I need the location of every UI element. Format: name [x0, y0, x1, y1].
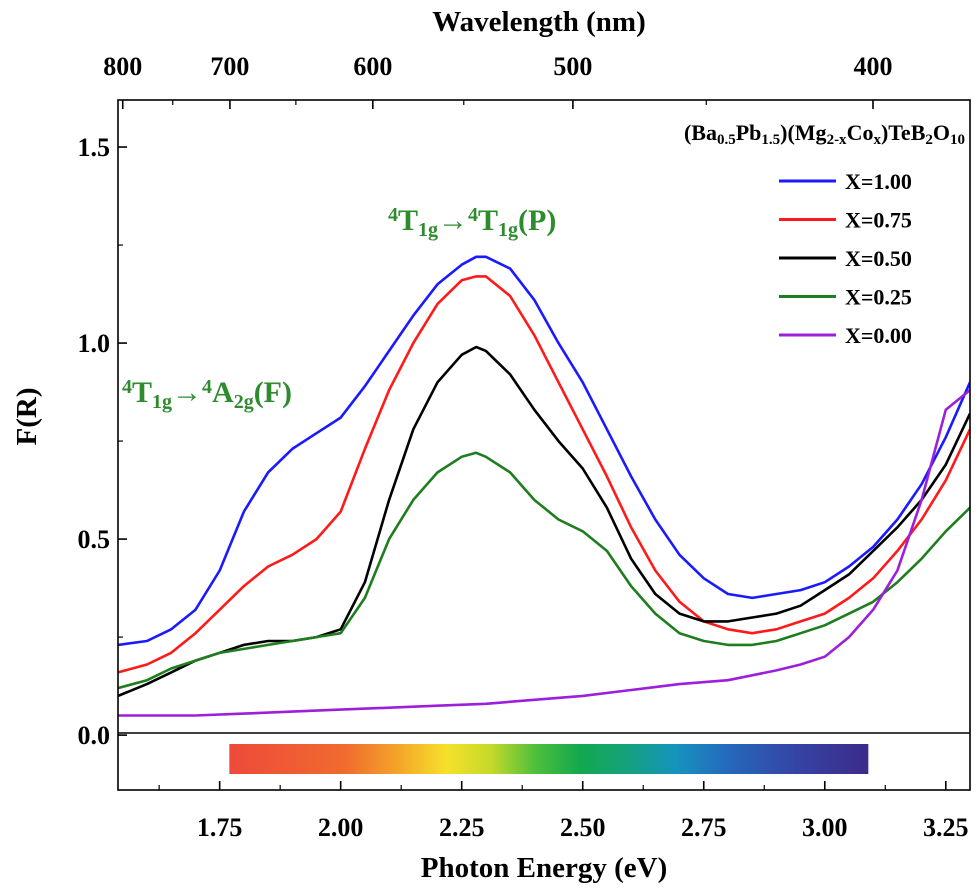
subscript: 2	[925, 132, 933, 148]
visible-spectrum-bar	[229, 744, 869, 774]
superscript: 4	[388, 204, 398, 226]
subscript: 1g	[152, 391, 172, 413]
text-run: T	[398, 204, 418, 237]
legend-label-3: X=0.25	[845, 285, 912, 310]
text-run: (P)	[518, 204, 556, 237]
x-tick-label-4: 2.75	[681, 813, 727, 842]
x-tick-label-3: 2.50	[560, 813, 606, 842]
y-tick-label-2: 1.0	[78, 329, 111, 358]
superscript: 4	[202, 376, 212, 398]
y-tick-label-1: 0.5	[78, 525, 111, 554]
text-run: T	[478, 204, 498, 237]
superscript: 4	[122, 376, 132, 398]
text-run: Co	[847, 120, 874, 145]
x-tick-label-0: 1.75	[197, 813, 243, 842]
top-tick-label-0: 800	[103, 52, 142, 81]
subscript: 10	[950, 132, 965, 148]
text-run: (F)	[254, 376, 292, 409]
subscript: 1.5	[761, 132, 780, 148]
text-run: )TeB	[881, 120, 926, 145]
text-run: →	[172, 376, 202, 409]
y-tick-label-3: 1.5	[78, 133, 111, 162]
top-axis-title: Wavelength (nm)	[432, 6, 645, 38]
legend-label-1: X=0.75	[845, 208, 912, 233]
top-tick-label-4: 400	[853, 52, 892, 81]
text-run: →	[438, 204, 468, 237]
text-run: O	[933, 120, 950, 145]
legend: X=1.00 X=0.75 X=0.50 X=0.25 X=0.00	[779, 169, 912, 348]
text-run: T	[132, 376, 152, 409]
series-line-2	[118, 345, 970, 698]
annotation-transition-t1g-t1g-p: 4T1g→4T1g(P)	[388, 204, 556, 241]
y-tick-label-0: 0.0	[78, 721, 111, 750]
legend-label-4: X=0.00	[845, 323, 912, 348]
annotation-transition-t1g-a2g-f: 4T1g→4A2g(F)	[122, 376, 292, 413]
text-run: Pb	[736, 120, 762, 145]
legend-label-0: X=1.00	[845, 169, 912, 194]
subscript: 2g	[234, 391, 254, 413]
subscript: 2-x	[827, 132, 847, 148]
x-tick-label-6: 3.25	[923, 813, 969, 842]
x-tick-label-5: 3.00	[802, 813, 848, 842]
subscript: 1g	[498, 219, 518, 241]
series-line-0	[118, 255, 970, 647]
y-axis-title: F(R)	[11, 388, 43, 446]
x-tick-label-1: 2.00	[318, 813, 364, 842]
subscript: x	[873, 132, 881, 148]
superscript: 4	[468, 204, 478, 226]
series-line-3	[118, 451, 970, 690]
subscript: 0.5	[717, 132, 736, 148]
top-tick-label-3: 500	[553, 52, 592, 81]
subscript: 1g	[418, 219, 438, 241]
legend-label-2: X=0.50	[845, 246, 912, 271]
plot-layer: 0.0 0.5 1.0 1.5 1.75 2.00 2.25 2.50 2.75 3.00 3.25…	[11, 6, 971, 884]
text-run: A	[212, 376, 234, 409]
top-tick-label-2: 600	[353, 52, 392, 81]
x-axis-title: Photon Energy (eV)	[421, 852, 667, 884]
text-run: )(Mg	[780, 120, 826, 145]
x-tick-label-2: 2.25	[439, 813, 485, 842]
series-line-1	[118, 275, 970, 674]
plot-frame	[117, 99, 971, 791]
compound-formula: (Ba0.5Pb1.5)(Mg2-xCox)TeB2O10	[684, 120, 965, 148]
text-run: (Ba	[684, 120, 717, 145]
series-line-4	[118, 389, 970, 717]
top-tick-label-1: 700	[210, 52, 249, 81]
